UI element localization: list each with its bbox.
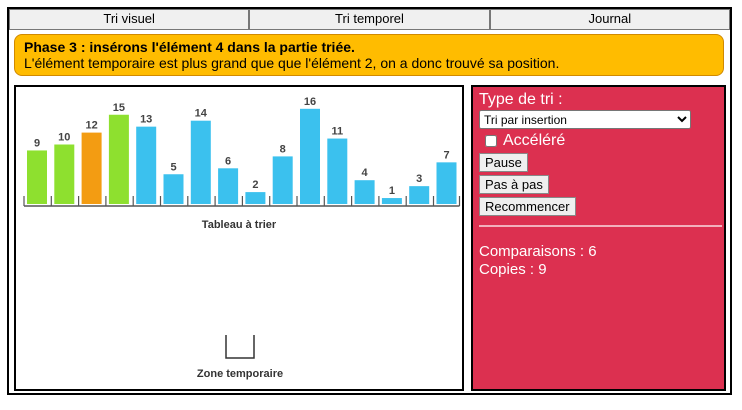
array-bar [27, 150, 47, 204]
array-bar [409, 186, 430, 204]
bar-value-label: 11 [331, 126, 343, 138]
array-bar [381, 198, 402, 204]
array-slots [23, 196, 461, 207]
bar-value-label: 5 [170, 161, 176, 173]
bar-value-label: 3 [416, 173, 422, 185]
bar-value-label: 2 [252, 179, 258, 191]
copies-count: Copies : 9 [479, 261, 547, 278]
sort-type-select[interactable]: Tri par insertion [479, 110, 691, 129]
temp-zone-caption: Zone temporaire [197, 368, 283, 380]
visualization-panel: 9 10 12 15 13 5 14 6 2 8 16 11 4 1 3 7 Tableau à trier … [14, 85, 464, 391]
bar-value-label: 16 [304, 96, 316, 108]
bar-value-label: 6 [225, 155, 231, 167]
bar-value-label: 13 [140, 114, 152, 126]
array-bar [54, 144, 75, 204]
tab-journal[interactable]: Journal [489, 9, 730, 30]
comparisons-count: Comparaisons : 6 [479, 243, 597, 260]
accelerated-checkbox[interactable] [485, 135, 497, 147]
bar-value-label: 1 [389, 185, 395, 197]
array-bar [300, 108, 320, 204]
bar-value-label: 14 [195, 108, 208, 120]
array-bars [27, 108, 457, 204]
accelerated-row: Accéléré [479, 132, 718, 150]
tab-tri-visuel[interactable]: Tri visuel [9, 9, 250, 30]
array-bar [163, 174, 184, 204]
bar-value-label: 15 [113, 102, 125, 114]
controls-panel: Type de tri : Tri par insertion Accéléré… [471, 85, 726, 391]
bar-value-label: 9 [34, 137, 40, 149]
tab-bar: Tri visuel Tri temporel Journal [9, 9, 730, 30]
bar-value-label: 8 [280, 143, 286, 155]
tab-tri-temporel[interactable]: Tri temporel [249, 9, 490, 30]
array-bar [436, 162, 457, 204]
pause-button[interactable]: Pause [479, 153, 528, 172]
sort-type-label: Type de tri : [479, 91, 563, 108]
array-bar [136, 126, 157, 204]
stats: Comparaisons : 6 Copies : 9 [479, 243, 718, 279]
divider [479, 225, 722, 227]
array-bar [245, 192, 266, 204]
phase-description: L'élément temporaire est plus grand que … [24, 55, 560, 71]
array-caption: Tableau à trier [202, 219, 277, 231]
bar-value-label: 7 [443, 149, 449, 161]
array-bar [108, 114, 129, 204]
array-bar [272, 156, 293, 204]
accelerated-label: Accéléré [503, 132, 566, 149]
array-bar [327, 138, 348, 204]
bar-value-label: 12 [85, 120, 97, 132]
array-bar [190, 120, 211, 204]
bar-value-label: 4 [362, 167, 369, 179]
array-bar [81, 132, 102, 204]
temp-zone-slot [225, 335, 255, 359]
phase-title: Phase 3 : insérons l'élément 4 dans la p… [24, 39, 355, 55]
bar-value-label: 10 [58, 132, 70, 144]
array-bar [354, 180, 375, 204]
array-bar [218, 168, 239, 204]
phase-banner: Phase 3 : insérons l'élément 4 dans la p… [14, 34, 724, 76]
step-button[interactable]: Pas à pas [479, 175, 549, 194]
app-frame: Tri visuel Tri temporel Journal Phase 3 … [7, 7, 732, 395]
restart-button[interactable]: Recommencer [479, 197, 576, 216]
